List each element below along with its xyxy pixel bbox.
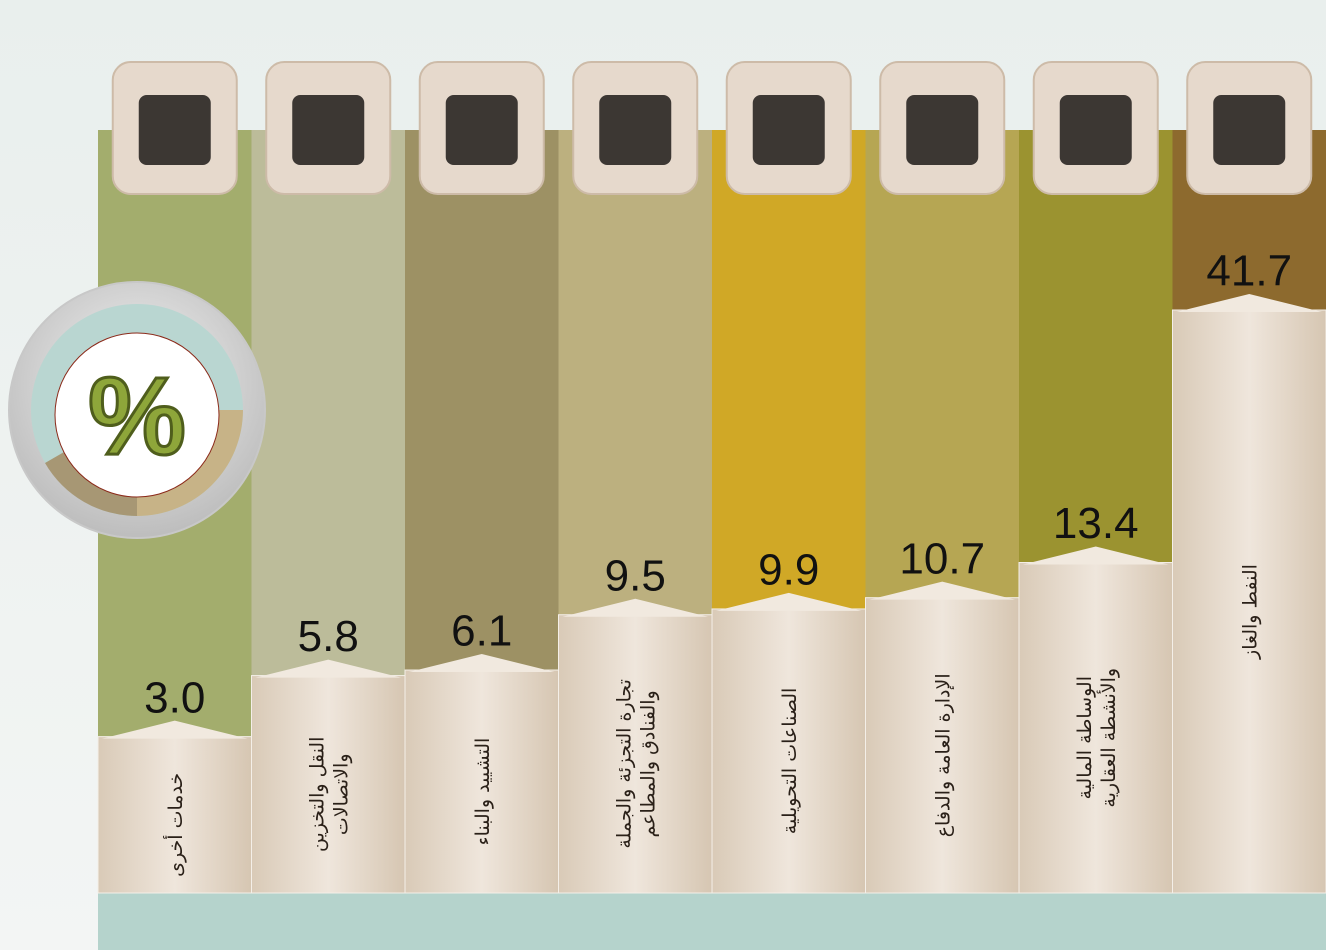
icon-glyph [599, 95, 671, 165]
category-label: الإدارة العامة والدفاع [932, 673, 954, 837]
column-header [559, 130, 713, 615]
label-line: النفط والغاز [1239, 564, 1261, 660]
icon-glyph [906, 95, 978, 165]
value-label: 3.0 [144, 673, 205, 722]
label-line: الوساطة المالية [1074, 676, 1096, 800]
value-label: 41.7 [1206, 247, 1292, 296]
label-line: والاتصالات [330, 753, 352, 835]
label-line: الإدارة العامة والدفاع [932, 673, 954, 837]
label-line: الصناعات التحويلية [779, 688, 801, 835]
chart: 3.0 خدمات أخرى 5.8 النقل والتخزينوالاتصالات… [0, 0, 1326, 950]
value-label: 6.1 [451, 607, 512, 656]
category-label: خدمات أخرى [163, 773, 187, 877]
column-header [405, 130, 559, 670]
label-line: النقل والتخزين [306, 737, 328, 852]
icon-glyph [753, 95, 825, 165]
bar [252, 676, 406, 893]
label-line: والأنشطة العقارية [1097, 668, 1120, 808]
percent-badge: % [9, 282, 265, 538]
column-header [712, 130, 866, 609]
icon-glyph [1213, 95, 1285, 165]
label-line: والفنادق والمطاعم [637, 690, 659, 837]
icon-glyph [292, 95, 364, 165]
value-label: 13.4 [1053, 499, 1139, 548]
label-line: تجارة التجزئة والجملة [613, 679, 635, 849]
category-label: التشييد والبناء [472, 738, 494, 846]
value-label: 9.9 [758, 546, 819, 595]
label-line: خدمات أخرى [163, 773, 187, 877]
icon-glyph [139, 95, 211, 165]
bar [1019, 563, 1173, 893]
value-label: 10.7 [899, 534, 985, 583]
column-header [252, 130, 406, 676]
category-label: الصناعات التحويلية [779, 688, 801, 835]
column-header [866, 130, 1020, 598]
value-label: 5.8 [298, 612, 359, 661]
label-line: التشييد والبناء [472, 738, 494, 846]
icon-glyph [1060, 95, 1132, 165]
bar [559, 615, 713, 893]
icon-glyph [446, 95, 518, 165]
badge-symbol: % [88, 355, 186, 478]
value-label: 9.5 [605, 551, 666, 600]
footer-band [98, 893, 1326, 950]
category-label: النفط والغاز [1239, 564, 1261, 660]
page: {"chart_data": {"type": "bar", "categori… [0, 0, 1326, 950]
